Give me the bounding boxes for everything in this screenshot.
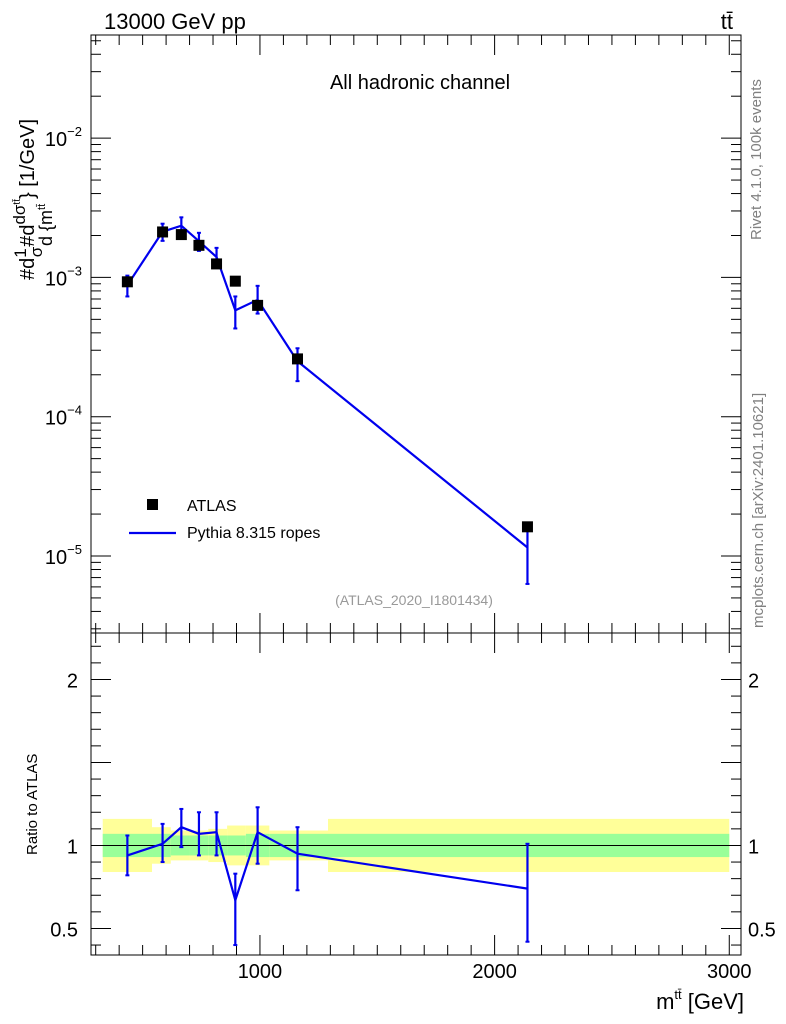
ratio-y-tick-label-right: 2 (748, 670, 759, 692)
process-label: tt̄ (721, 9, 733, 34)
channel-label: All hadronic channel (330, 72, 510, 94)
x-tick-label: 3000 (707, 961, 752, 983)
main-y-tick-label: 10−4 (45, 403, 82, 430)
x-axis-label: mtt̄ [GeV] (656, 987, 744, 1014)
main-y-tick-label: 10−3 (45, 263, 82, 290)
ratio-y-tick-label-right: 0.5 (748, 919, 776, 941)
main-plot-frame (90, 34, 742, 634)
x-tick-label: 1000 (238, 961, 283, 983)
ratio-y-tick-label-left: 2 (67, 670, 78, 692)
ratio-y-tick-label-left: 0.5 (50, 919, 78, 941)
atlas-data-point (291, 353, 303, 365)
ratio-y-axis-label: Ratio to ATLAS (24, 754, 41, 855)
rivet-label: Rivet 4.1.0, 100k events (748, 79, 765, 240)
atlas-data-point (193, 239, 205, 251)
legend: ATLAS Pythia 8.315 ropes (129, 498, 320, 542)
ratio-plot-frame (90, 632, 742, 956)
ratio-y-tick-label-right: 1 (748, 836, 759, 858)
atlas-data-point (229, 275, 241, 287)
atlas-data-point (175, 229, 187, 241)
svg-text:d {mtt̄: d {mtt̄ (36, 204, 56, 246)
main-y-tick-label: 10−2 (45, 124, 82, 151)
ratio-y-tick-label-left: 1 (67, 836, 78, 858)
legend-label-pythia: Pythia 8.315 ropes (187, 525, 320, 542)
legend-label-atlas: ATLAS (187, 498, 237, 515)
energy-label: 13000 GeV pp (104, 9, 246, 34)
svg-text:#d1σ#ddσtt̄} [1/GeV]: #d1σ#ddσtt̄} [1/GeV] (10, 119, 46, 280)
atlas-data-point (121, 276, 133, 288)
main-y-tick-label: 10−5 (45, 542, 82, 569)
legend-marker-atlas (147, 499, 158, 510)
atlas-data-point (211, 258, 223, 270)
x-tick-label: 2000 (472, 961, 517, 983)
atlas-data-point (521, 521, 533, 533)
atlas-data-point (157, 226, 169, 238)
analysis-id: (ATLAS_2020_I1801434) (335, 592, 493, 608)
site-label: mcplots.cern.ch [arXiv:2401.10621] (750, 393, 767, 628)
atlas-data-point (252, 299, 264, 311)
